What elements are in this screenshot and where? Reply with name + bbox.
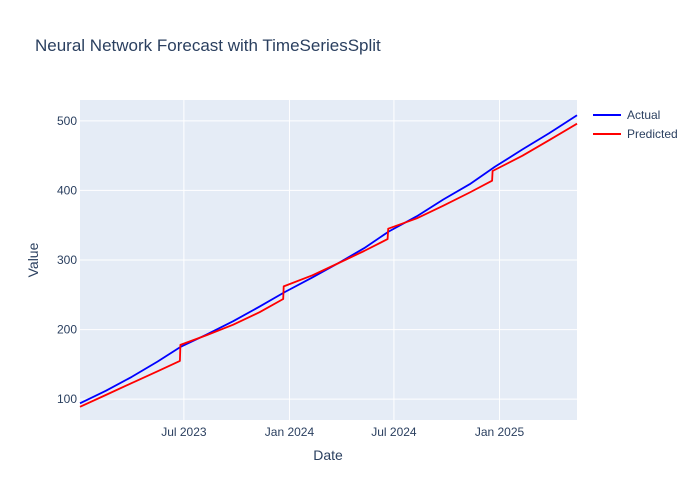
x-axis-title: Date	[313, 447, 343, 463]
chart-title: Neural Network Forecast with TimeSeriesS…	[35, 36, 381, 55]
x-tick-label-0: Jul 2023	[161, 425, 207, 439]
legend[interactable]: Actual Predicted	[593, 108, 678, 141]
gridlines	[80, 100, 577, 420]
series-line-actual	[79, 114, 578, 405]
y-tick-label-400: 400	[57, 183, 77, 197]
y-axis-title: Value	[25, 242, 41, 277]
y-tick-label-500: 500	[57, 114, 77, 128]
y-tick-label-100: 100	[57, 392, 77, 406]
y-tick-label-200: 200	[57, 323, 77, 337]
x-tick-label-3: Jan 2025	[475, 425, 525, 439]
legend-item-predicted[interactable]: Predicted	[593, 127, 678, 141]
legend-label-predicted: Predicted	[627, 127, 678, 141]
y-axis-ticks: 100 200 300 400 500	[57, 114, 77, 406]
legend-item-actual[interactable]: Actual	[593, 108, 660, 122]
x-tick-label-2: Jul 2024	[371, 425, 417, 439]
series-layer	[79, 114, 578, 408]
series-line-predicted	[79, 122, 578, 408]
y-tick-label-300: 300	[57, 253, 77, 267]
x-axis-ticks: Jul 2023 Jan 2024 Jul 2024 Jan 2025	[161, 425, 524, 439]
x-tick-label-1: Jan 2024	[265, 425, 315, 439]
legend-label-actual: Actual	[627, 108, 660, 122]
